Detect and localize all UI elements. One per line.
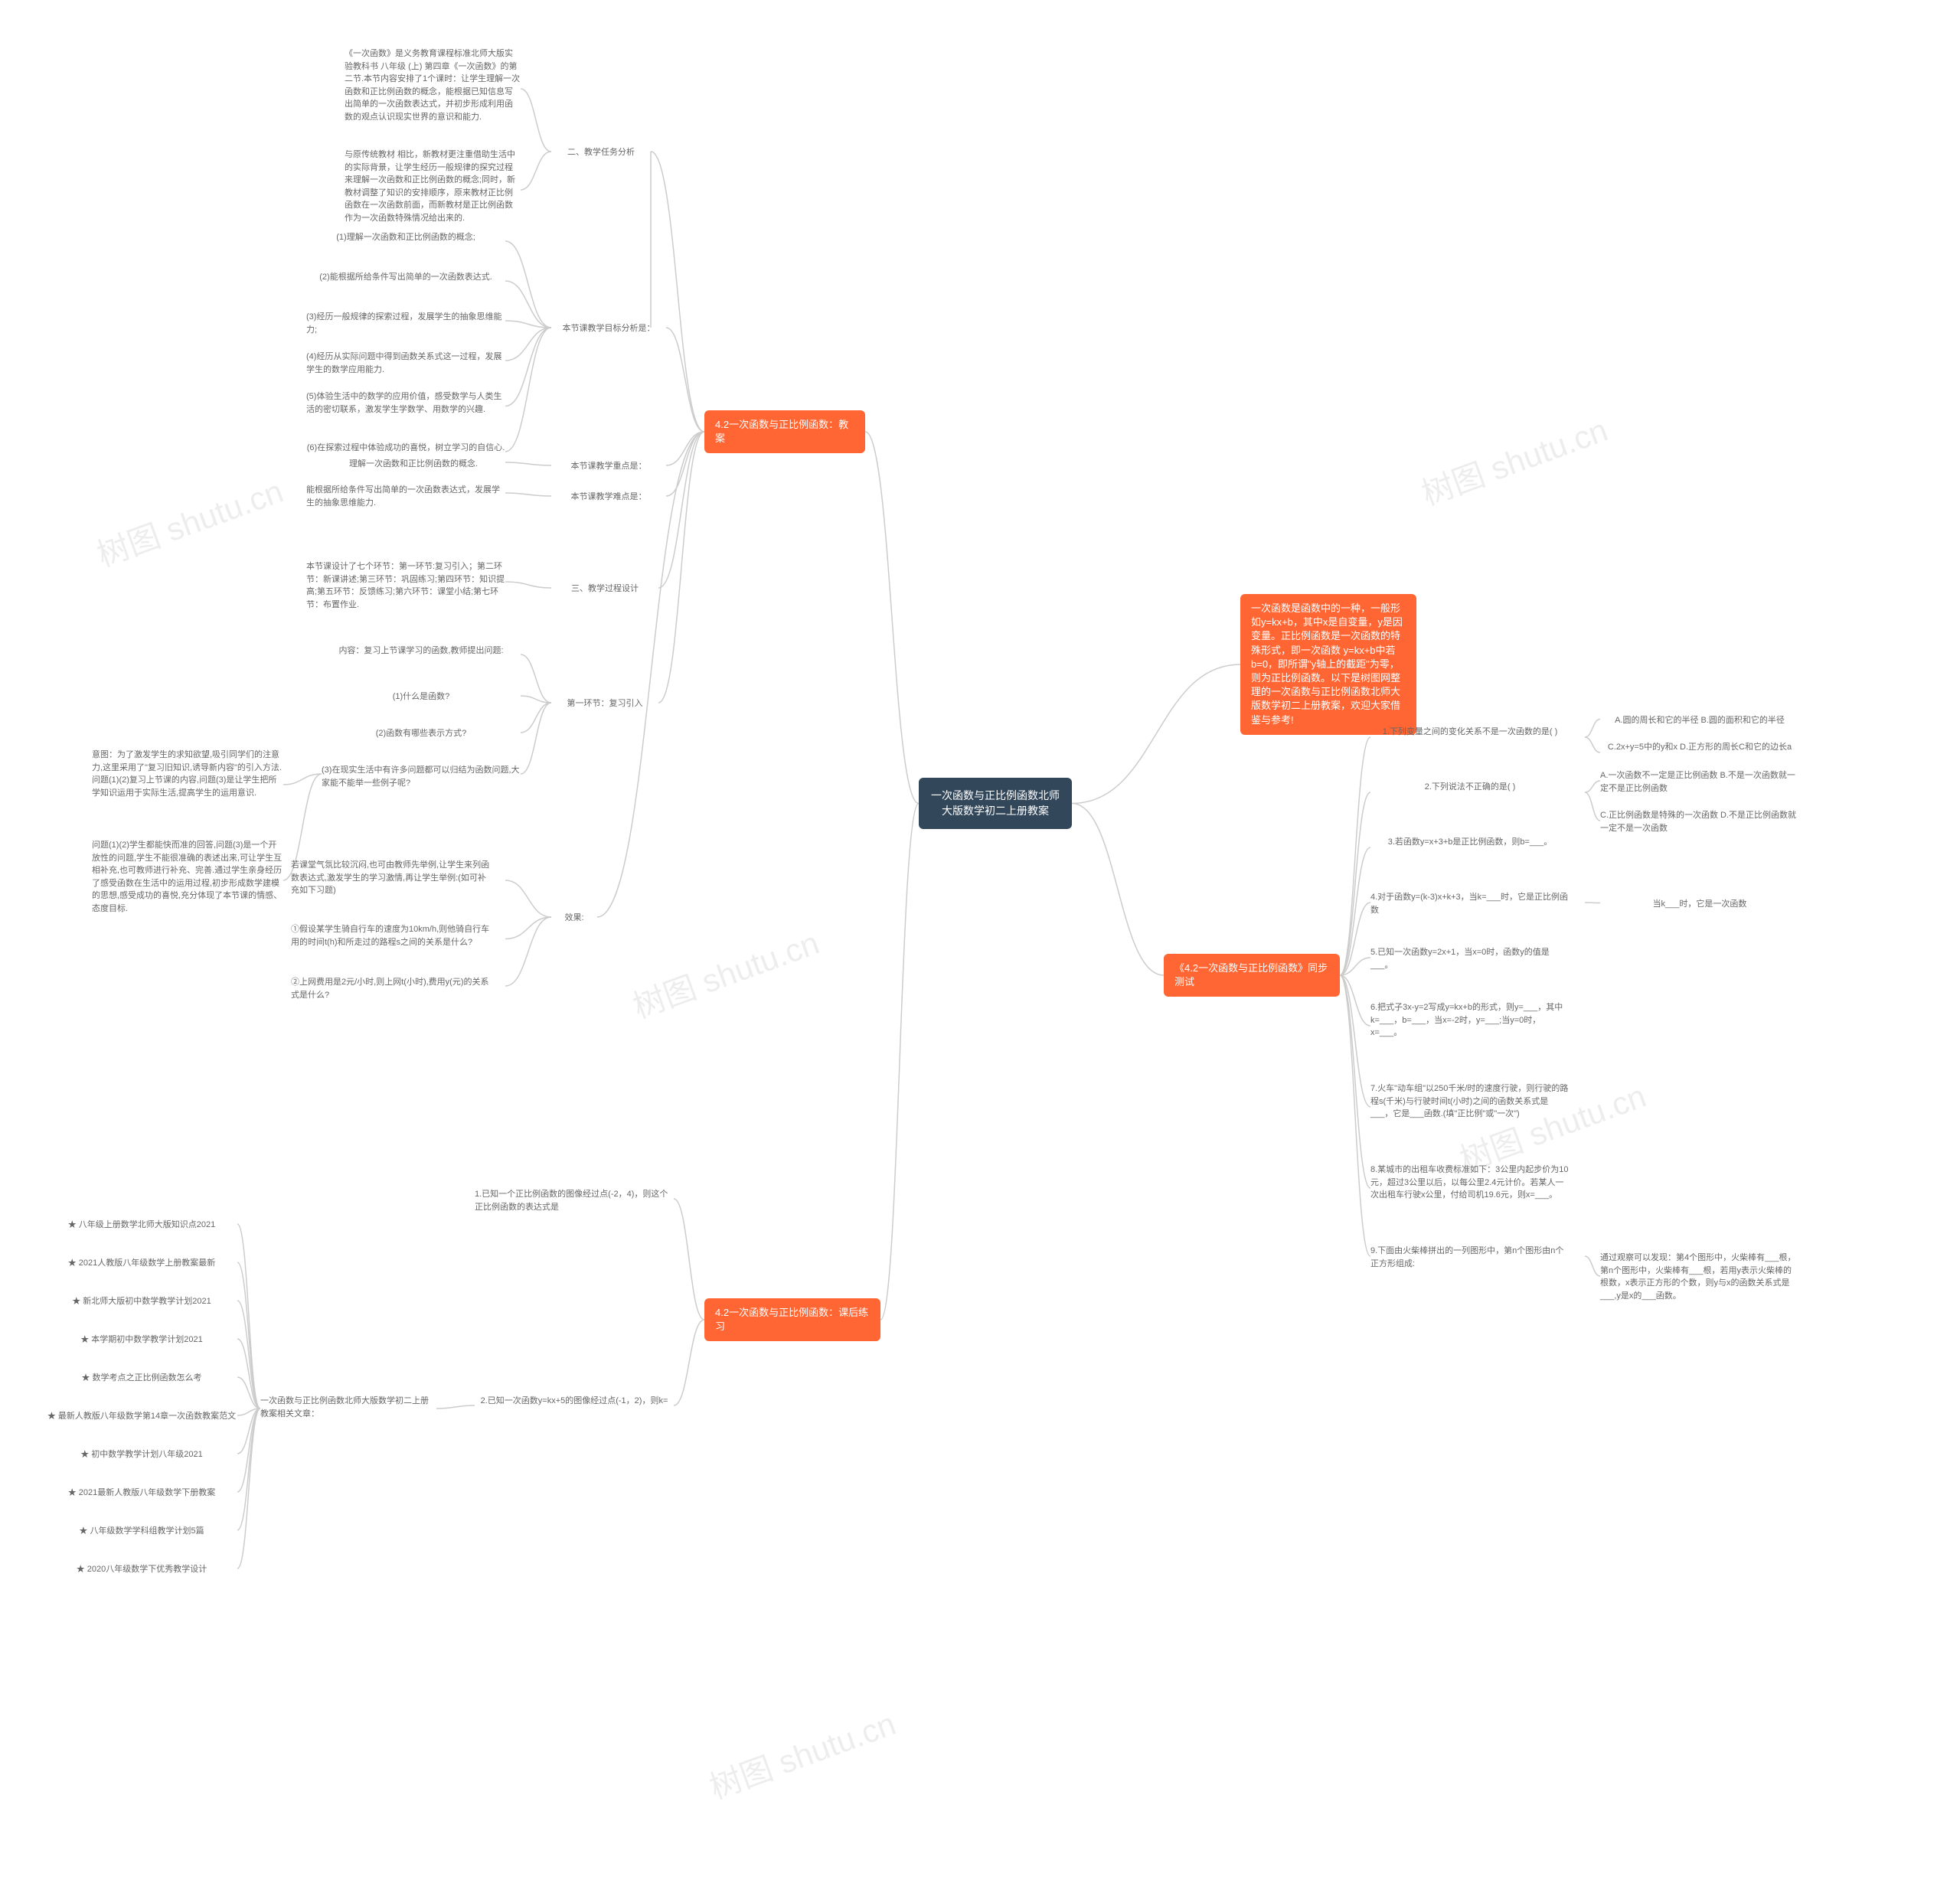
leaf-node: 1.下列变量之间的变化关系不是一次函数的是( ) bbox=[1370, 724, 1570, 740]
leaf-node: 能根据所给条件写出简单的一次函数表达式，发展学生的抽象思维能力. bbox=[306, 482, 505, 511]
leaf-node: 6.把式子3x-y=2写成y=kx+b的形式，则y=___，其中k=___，b=… bbox=[1370, 1000, 1570, 1041]
leaf-node: ★ 2021最新人教版八年级数学下册教案 bbox=[46, 1485, 237, 1501]
leaf-node: 与原传统教材 相比，新教材更注重借助生活中的实际背景，让学生经历一般规律的探究过… bbox=[345, 147, 521, 226]
leaf-node: (5)体验生活中的数学的应用价值，感受数学与人类生活的密切联系，激发学生学数学、… bbox=[306, 389, 505, 417]
leaf-node: 通过观察可以发现：第4个图形中，火柴棒有___根，第n个图形中，火柴棒有___根… bbox=[1600, 1250, 1799, 1304]
leaf-node: (6)在探索过程中体验成功的喜悦，树立学习的自信心. bbox=[306, 440, 505, 456]
leaf-node: ★ 新北师大版初中数学教学计划2021 bbox=[46, 1294, 237, 1310]
leaf-node: 本节课设计了七个环节：第一环节:复习引入；第二环节：新课讲述;第三环节：巩固练习… bbox=[306, 559, 505, 612]
leaf-node: 9.下面由火柴棒拼出的一列图形中，第n个图形由n个正方形组成: bbox=[1370, 1243, 1570, 1271]
leaf-node: 理解一次函数和正比例函数的概念. bbox=[322, 456, 505, 472]
leaf-node: C.2x+y=5中的y和x D.正方形的周长C和它的边长a bbox=[1600, 739, 1799, 756]
leaf-node: 若课堂气氛比较沉闷,也可由教师先举例,让学生来列函数表达式,激发学生的学习激情,… bbox=[291, 857, 490, 899]
watermark: 树图 shutu.cn bbox=[626, 917, 825, 1027]
leaf-node: 2.已知一次函数y=kx+5的图像经过点(-1，2)，则k= bbox=[475, 1393, 674, 1409]
leaf-node: ★ 初中数学教学计划八年级2021 bbox=[46, 1447, 237, 1463]
leaf-node: 一次函数与正比例函数北师大版数学初二上册教案相关文章： bbox=[260, 1393, 436, 1422]
leaf-node: ②上网费用是2元/小时,则上网t(小时),费用y(元)的关系式是什么? bbox=[291, 974, 490, 1003]
watermark: 树图 shutu.cn bbox=[90, 465, 289, 576]
watermark: 树图 shutu.cn bbox=[702, 1698, 901, 1808]
leaf-node: 3.若函数y=x+3+b是正比例函数，则b=___。 bbox=[1370, 834, 1570, 850]
leaf-node: (4)经历从实际问题中得到函数关系式这一过程，发展学生的数学应用能力. bbox=[306, 349, 505, 377]
leaf-node: 内容：复习上节课学习的函数,教师提出问题: bbox=[322, 643, 521, 659]
watermark: 树图 shutu.cn bbox=[1414, 404, 1613, 514]
label-node: 第一环节：复习引入 bbox=[551, 697, 658, 711]
leaf-node: 意图：为了激发学生的求知欲望,吸引同学们的注意力,这里采用了"复习旧知识,诱导新… bbox=[92, 747, 283, 801]
jiaoan-title-node: 4.2一次函数与正比例函数：教案 bbox=[704, 410, 865, 453]
leaf-node: ★ 八年级上册数学北师大版知识点2021 bbox=[46, 1217, 237, 1233]
leaf-node: (2)能根据所给条件写出简单的一次函数表达式. bbox=[306, 269, 505, 286]
leaf-node: (1)什么是函数? bbox=[322, 689, 521, 705]
leaf-node: (3)经历一般规律的探索过程，发展学生的抽象思维能力; bbox=[306, 309, 505, 338]
kehou-title-node: 4.2一次函数与正比例函数：课后练习 bbox=[704, 1298, 880, 1341]
leaf-node: ★ 2020八年级数学下优秀教学设计 bbox=[46, 1562, 237, 1578]
label-node: 本节课教学目标分析是： bbox=[551, 322, 666, 336]
leaf-node: ①假设某学生骑自行车的速度为10km/h,则他骑自行车用的时间t(h)和所走过的… bbox=[291, 922, 490, 950]
leaf-node: (3)在现实生活中有许多问题都可以归结为函数问题,大家能不能举一些例子呢? bbox=[322, 762, 521, 791]
label-node: 本节课教学难点是： bbox=[551, 490, 666, 504]
leaf-node: 2.下列说法不正确的是( ) bbox=[1370, 779, 1570, 795]
leaf-node: (1)理解一次函数和正比例函数的概念; bbox=[306, 230, 505, 246]
leaf-node: ★ 八年级数学学科组教学计划5篇 bbox=[46, 1523, 237, 1539]
leaf-node: A.圆的周长和它的半径 B.圆的面积和它的半径 bbox=[1600, 713, 1799, 729]
intro-node: 一次函数是函数中的一种，一般形如y=kx+b，其中x是自变量，y是因变量。正比例… bbox=[1240, 594, 1416, 735]
leaf-node: 4.对于函数y=(k-3)x+k+3，当k=___时，它是正比例函数 bbox=[1370, 890, 1570, 918]
leaf-node: ★ 2021人教版八年级数学上册教案最新 bbox=[46, 1255, 237, 1271]
root-node: 一次函数与正比例函数北师大版数学初二上册教案 bbox=[919, 778, 1072, 829]
leaf-node: 当k___时，它是一次函数 bbox=[1600, 896, 1799, 912]
leaf-node: 问题(1)(2)学生都能快而准的回答,问题(3)是一个开放性的问题,学生不能很准… bbox=[92, 837, 283, 916]
leaf-node: A.一次函数不一定是正比例函数 B.不是一次函数就一定不是正比例函数 bbox=[1600, 768, 1799, 796]
leaf-node: 8.某城市的出租车收费标准如下：3公里内起步价为10元，超过3公里以后，以每公里… bbox=[1370, 1162, 1570, 1203]
leaf-node: ★ 最新人教版八年级数学第14章一次函数教案范文 bbox=[46, 1409, 237, 1425]
label-node: 二、教学任务分析 bbox=[551, 145, 651, 160]
leaf-node: ★ 本学期初中数学教学计划2021 bbox=[46, 1332, 237, 1348]
leaf-node: 1.已知一个正比例函数的图像经过点(-2，4)，则这个正比例函数的表达式是 bbox=[475, 1187, 674, 1215]
leaf-node: ★ 数学考点之正比例函数怎么考 bbox=[46, 1370, 237, 1386]
test-title-node: 《4.2一次函数与正比例函数》同步测试 bbox=[1164, 954, 1340, 997]
leaf-node: C.正比例函数是特殊的一次函数 D.不是正比例函数就一定不是一次函数 bbox=[1600, 808, 1799, 836]
leaf-node: 5.已知一次函数y=2x+1，当x=0时，函数y的值是___。 bbox=[1370, 945, 1570, 973]
label-node: 三、教学过程设计 bbox=[551, 582, 658, 596]
leaf-node: (2)函数有哪些表示方式? bbox=[322, 726, 521, 742]
label-node: 本节课教学重点是： bbox=[551, 459, 666, 474]
label-node: 效果: bbox=[551, 911, 597, 925]
leaf-node: 7.火车"动车组"以250千米/时的速度行驶，则行驶的路程s(千米)与行驶时间t… bbox=[1370, 1081, 1570, 1122]
leaf-node: 《一次函数》是义务教育课程标准北师大版实验教科书 八年级 (上) 第四章《一次函… bbox=[345, 46, 521, 125]
